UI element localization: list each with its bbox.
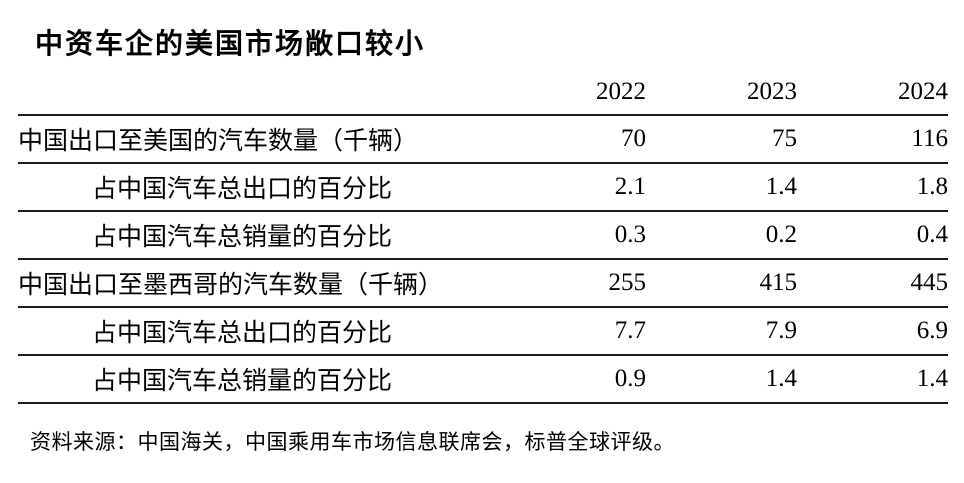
table-row-mexico-share-sales: 占中国汽车总销量的百分比 0.9 1.4 1.4 [18,355,948,404]
table-row-us-exports: 中国出口至美国的汽车数量（千辆） 70 75 116 [18,115,948,164]
cell-value: 0.3 [495,211,646,260]
cell-value: 415 [646,259,797,308]
cell-value: 1.4 [646,355,797,404]
row-label: 占中国汽车总销量的百分比 [18,355,495,404]
table-row-mexico-share-exports: 占中国汽车总出口的百分比 7.7 7.9 6.9 [18,307,948,356]
table-row-us-share-exports: 占中国汽车总出口的百分比 2.1 1.4 1.8 [18,163,948,212]
cell-value: 0.2 [646,211,797,260]
data-table: 2022 2023 2024 中国出口至美国的汽车数量（千辆） 70 75 11… [18,70,948,404]
cell-value: 1.4 [646,163,797,212]
year-column-header-2022: 2022 [495,70,646,116]
row-label: 中国出口至墨西哥的汽车数量（千辆） [18,259,495,308]
row-label: 占中国汽车总出口的百分比 [18,163,495,212]
cell-value: 116 [797,115,948,164]
year-column-header-2024: 2024 [797,70,948,116]
year-column-header-2023: 2023 [646,70,797,116]
cell-value: 255 [495,259,646,308]
table-header: 2022 2023 2024 [18,70,948,116]
cell-value: 75 [646,115,797,164]
cell-value: 0.9 [495,355,646,404]
empty-header-cell [18,70,495,116]
cell-value: 445 [797,259,948,308]
row-label: 占中国汽车总出口的百分比 [18,307,495,356]
cell-value: 6.9 [797,307,948,356]
cell-value: 1.4 [797,355,948,404]
cell-value: 7.7 [495,307,646,356]
source-note: 资料来源：中国海关，中国乘用车市场信息联席会，标普全球评级。 [30,430,675,454]
cell-value: 1.8 [797,163,948,212]
cell-value: 70 [495,115,646,164]
cell-value: 2.1 [495,163,646,212]
row-label: 中国出口至美国的汽车数量（千辆） [18,115,495,164]
row-label: 占中国汽车总销量的百分比 [18,211,495,260]
table-body: 中国出口至美国的汽车数量（千辆） 70 75 116 占中国汽车总出口的百分比 … [18,115,948,404]
header-row: 2022 2023 2024 [18,70,948,116]
cell-value: 0.4 [797,211,948,260]
cell-value: 7.9 [646,307,797,356]
chart-title: 中资车企的美国市场敞口较小 [35,28,426,59]
table-row-mexico-exports: 中国出口至墨西哥的汽车数量（千辆） 255 415 445 [18,259,948,308]
table-row-us-share-sales: 占中国汽车总销量的百分比 0.3 0.2 0.4 [18,211,948,260]
